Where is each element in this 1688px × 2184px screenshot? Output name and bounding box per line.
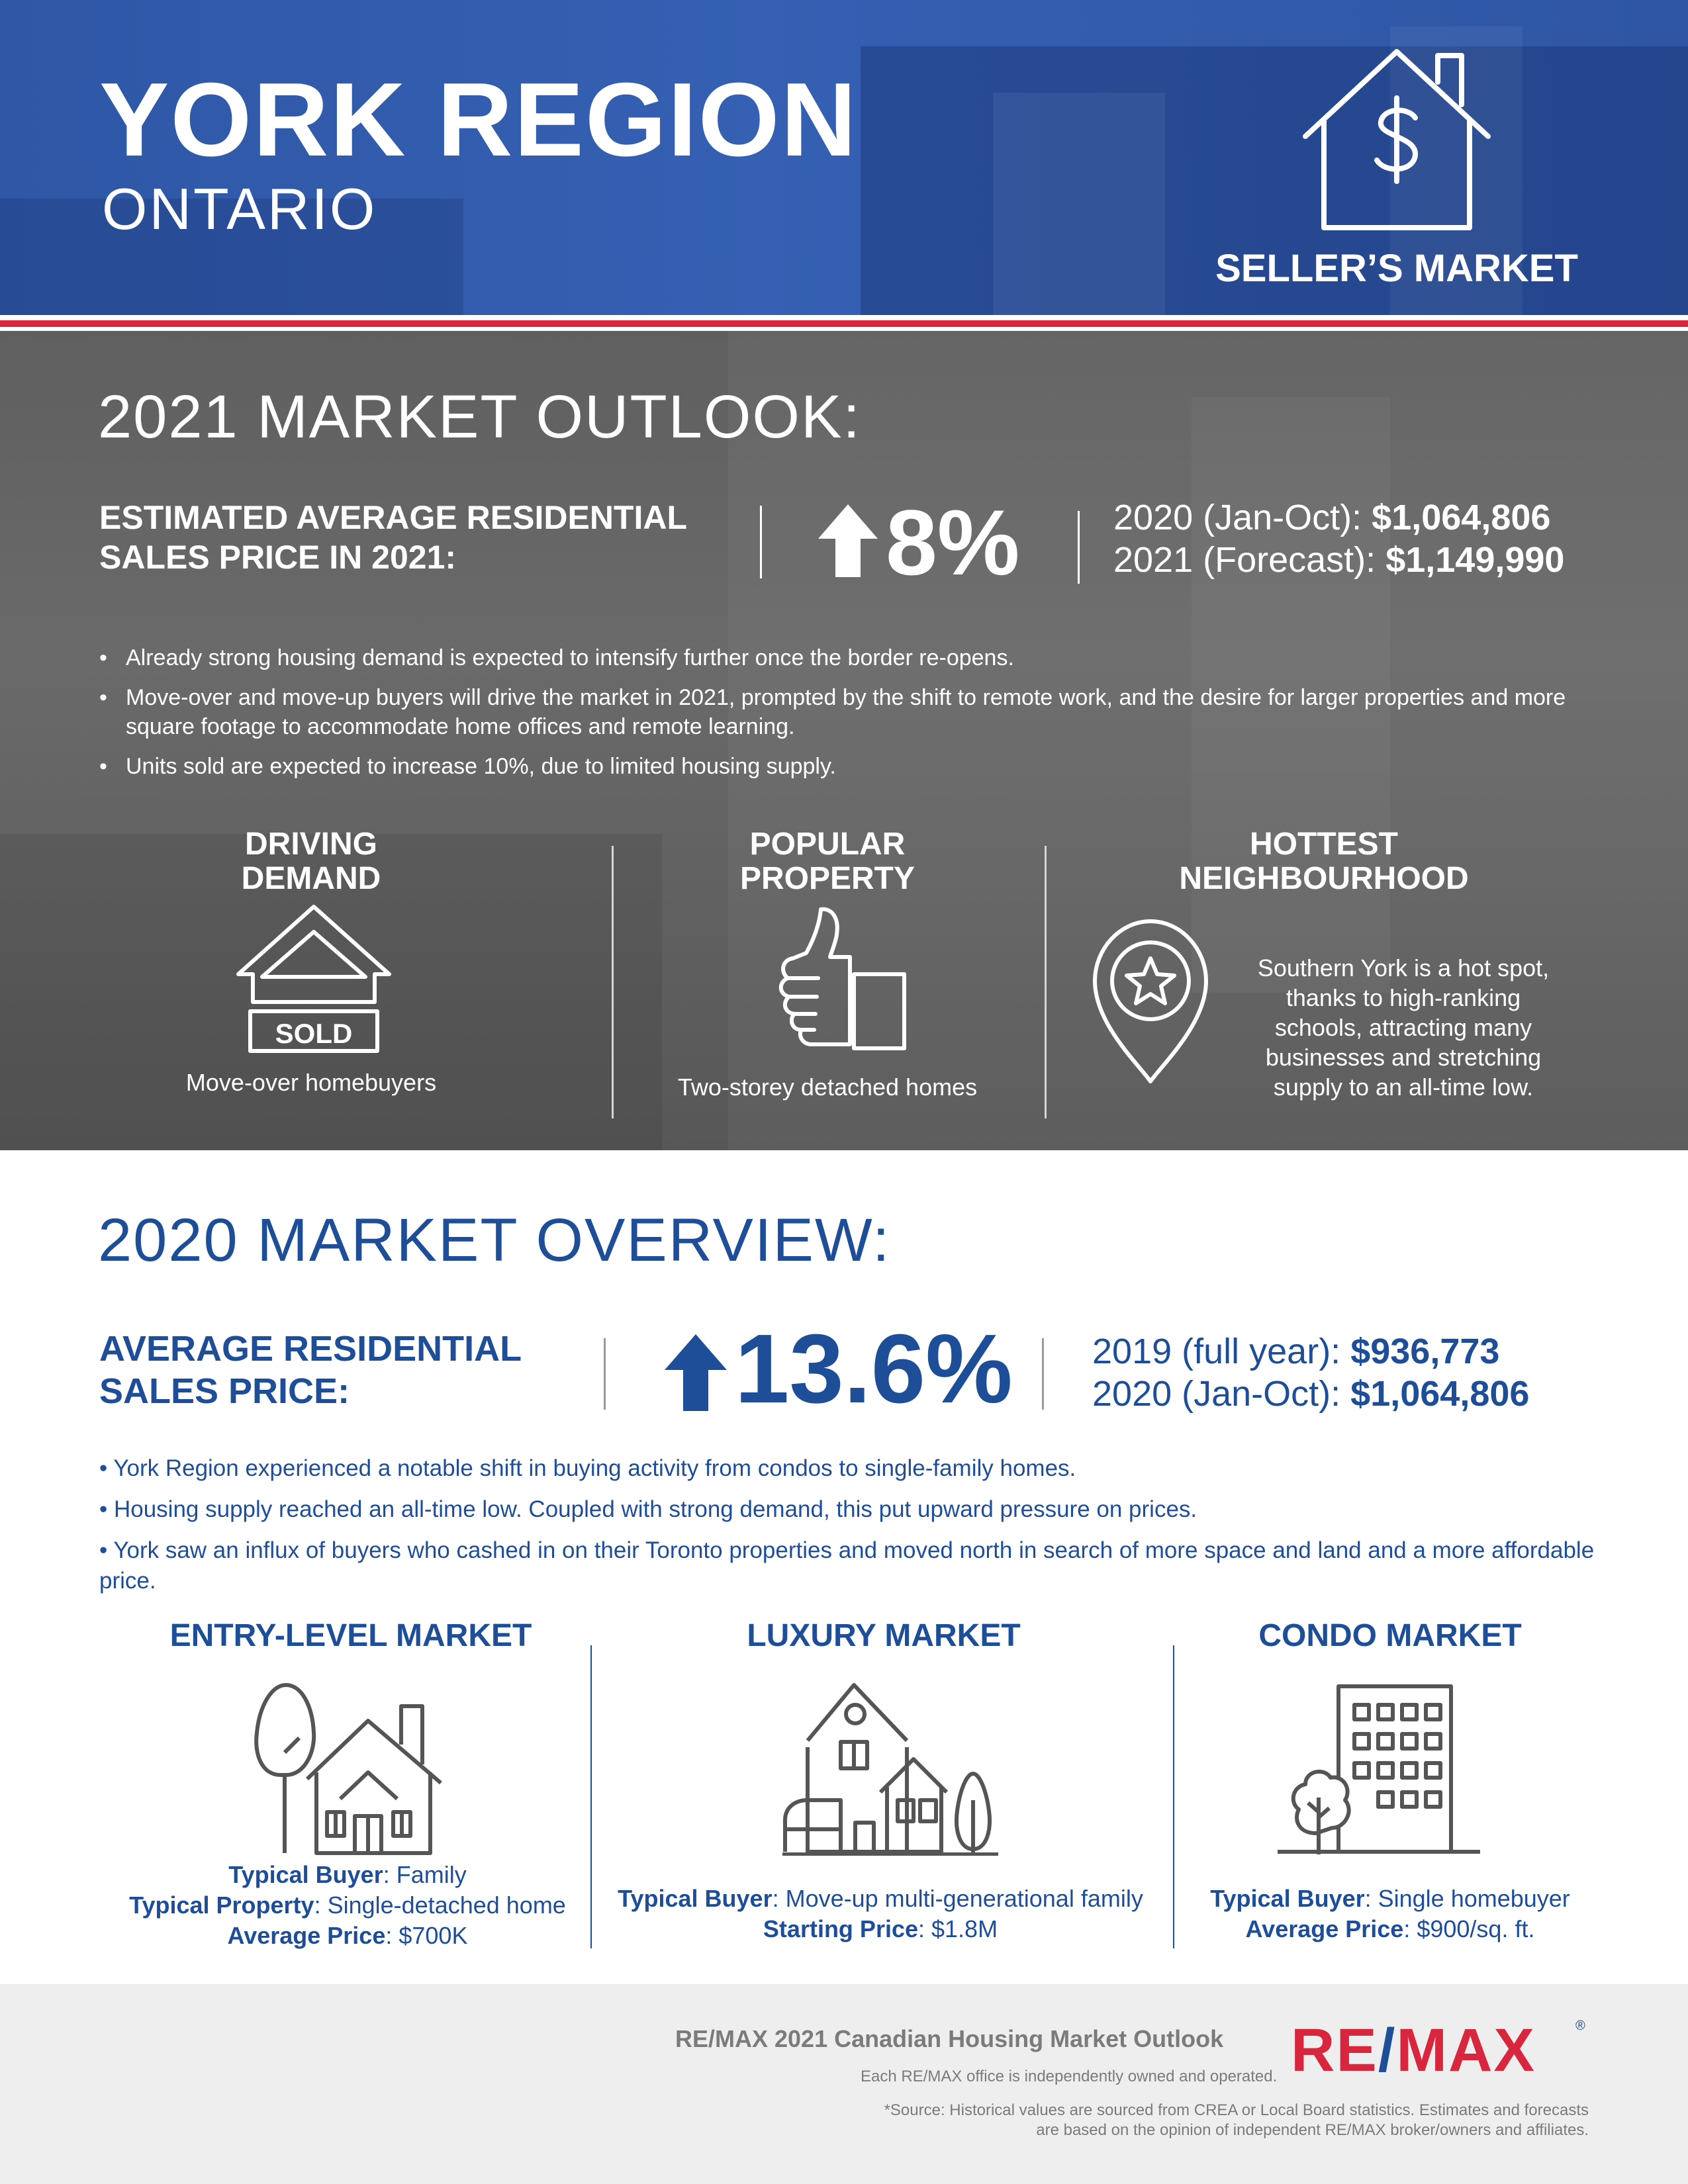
driving-demand-caption: Move-over homebuyers — [185, 1069, 437, 1096]
arrow-up-icon — [665, 1334, 727, 1411]
footer — [0, 1984, 1688, 2184]
list-item: Already strong housing demand is expecte… — [99, 643, 1602, 672]
overview-bullet-list: • York Region experienced a notable shif… — [99, 1453, 1609, 1607]
overview-heading: 2020 MARKET OVERVIEW: — [98, 1206, 891, 1274]
luxury-house-icon — [782, 1683, 998, 1856]
list-item: • York saw an influx of buyers who cashe… — [99, 1537, 1595, 1594]
list-item: • Housing supply reached an all-time low… — [99, 1496, 1197, 1522]
separator — [604, 1338, 606, 1410]
divider-stripe — [0, 327, 1688, 331]
estimated-price-label-line1: ESTIMATED AVERAGE RESIDENTIAL — [99, 499, 688, 536]
footer-title: RE/MAX 2021 Canadian Housing Market Outl… — [675, 2025, 1224, 2052]
separator — [1042, 1338, 1044, 1410]
condo-market-heading: CONDO MARKET — [1258, 1618, 1522, 1653]
separator — [612, 846, 614, 1118]
condo-building-icon — [1278, 1684, 1480, 1854]
popular-property-heading: POPULAR PROPERTY — [739, 827, 915, 896]
hottest-neighbourhood-heading: HOTTEST NEIGHBOURHOOD — [1179, 827, 1469, 896]
footer-ownership-note: Each RE/MAX office is independently owne… — [861, 2068, 1278, 2085]
prev-year-value: $1,064,806 — [1372, 498, 1551, 537]
driving-demand-heading: DRIVING DEMAND — [241, 827, 381, 896]
svg-text:SOLD: SOLD — [275, 1018, 353, 1049]
family-house-icon — [254, 1683, 442, 1855]
forecast-change-percent: 8% — [886, 490, 1020, 594]
entry-level-market-heading: ENTRY-LEVEL MARKET — [169, 1618, 532, 1653]
thumbs-up-icon — [778, 907, 906, 1050]
star-pin-icon — [1093, 919, 1208, 1083]
entry-level-market-info: Typical Buyer: Family Typical Property: … — [129, 1861, 566, 1949]
separator — [590, 1645, 592, 1948]
estimated-price-label: ESTIMATED AVERAGE RESIDENTIAL SALES PRIC… — [99, 498, 761, 577]
list-item: Move-over and move-up buyers will drive … — [99, 683, 1602, 741]
header-banner — [0, 0, 1688, 315]
separator — [760, 506, 762, 578]
luxury-market-info: Typical Buyer: Move-up multi-generationa… — [618, 1885, 1143, 1942]
outlook-heading: 2021 MARKET OUTLOOK: — [98, 383, 861, 451]
divider-stripe-red — [0, 320, 1688, 327]
forecast-value: $1,149,990 — [1385, 540, 1565, 580]
price-comparison: 2020 (Jan-Oct): $1,064,806 2021 (Forecas… — [1113, 496, 1564, 581]
house-dollar-icon — [1303, 49, 1491, 230]
forecast-label: 2021 (Forecast): — [1113, 540, 1376, 580]
seller-market-label: SELLER’S MARKET — [1215, 247, 1578, 290]
registered-mark: ® — [1575, 2019, 1585, 2033]
prev-year-label: 2020 (Jan-Oct): — [1113, 498, 1362, 537]
list-item: • York Region experienced a notable shif… — [99, 1455, 1076, 1481]
outlook-bullet-list: Already strong housing demand is expecte… — [99, 643, 1602, 792]
list-item: Units sold are expected to increase 10%,… — [99, 752, 1602, 781]
arrow-up-icon — [818, 504, 878, 577]
remax-logo: RE/MAX — [1291, 2017, 1536, 2084]
page-title: YORK REGION — [99, 62, 858, 178]
average-price-label: AVERAGE RESIDENTIAL SALES PRICE: — [99, 1329, 522, 1411]
condo-market-info: Typical Buyer: Single homebuyer Average … — [1210, 1885, 1570, 1942]
sold-house-icon: SOLD — [236, 905, 391, 1053]
overview-change-percent: 13.6% — [735, 1314, 1013, 1424]
overview-price-comparison: 2019 (full year): $936,773 2020 (Jan-Oct… — [1092, 1332, 1530, 1414]
separator — [1078, 511, 1080, 584]
page-subtitle: ONTARIO — [102, 176, 377, 242]
luxury-market-heading: LUXURY MARKET — [747, 1618, 1021, 1653]
divider-stripe — [0, 315, 1688, 320]
separator — [1045, 846, 1047, 1118]
separator — [1173, 1645, 1174, 1948]
footer-source-note: *Source: Historical values are sourced f… — [884, 2101, 1589, 2139]
estimated-price-label-line2: SALES PRICE IN 2021: — [99, 539, 457, 576]
hottest-neighbourhood-caption: Southern York is a hot spot, thanks to h… — [1257, 954, 1550, 1101]
popular-property-caption: Two-storey detached homes — [677, 1073, 978, 1101]
